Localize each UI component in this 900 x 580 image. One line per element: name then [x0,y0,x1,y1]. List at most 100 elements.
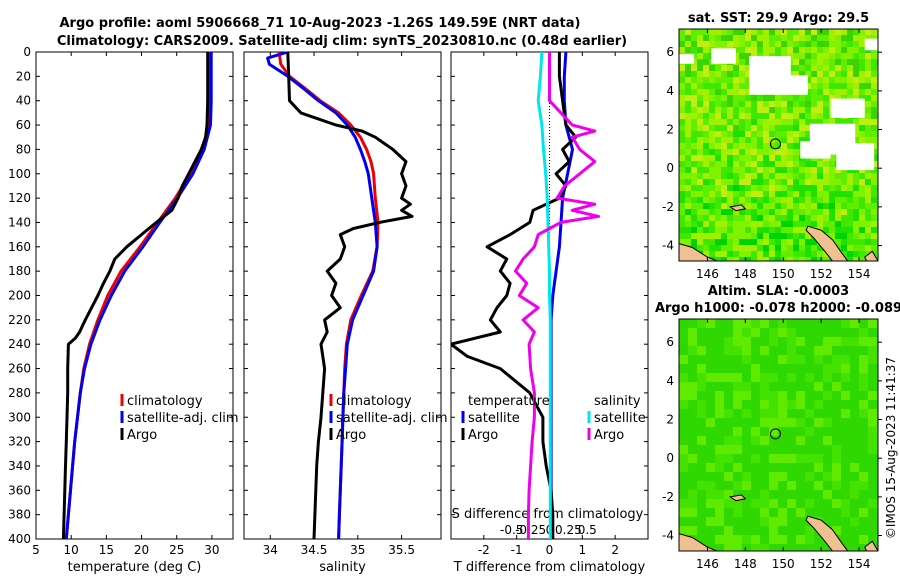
map-pixel [679,364,688,373]
map-pixel [871,227,877,233]
map-pixel [751,481,760,490]
xtick-label-difference: 2 [611,543,619,557]
map-pixel [778,319,787,328]
map-pixel [703,95,709,101]
map-pixel [733,71,739,77]
xtick-label-salinity: 34.5 [301,543,328,557]
map-pixel [697,526,706,535]
map-pixel [799,203,805,209]
depth-tick-label: 20 [16,69,31,83]
depth-tick-label: 280 [8,386,31,400]
map-pixel [769,149,775,155]
map-pixel [805,508,814,517]
map-pixel [805,119,811,125]
map-pixel [733,445,742,454]
map-pixel [859,472,868,481]
argo-position-marker [769,428,781,440]
map-pixel [751,221,757,227]
land-manus [728,494,747,502]
map-pixel [769,427,778,436]
map-pixel [715,185,721,191]
map-pixel [823,65,829,71]
map-pixel [841,221,847,227]
map-pixel [739,233,745,239]
map-pixel [757,239,763,245]
map-pixel [727,29,733,35]
map-pixel [787,454,796,463]
map-pixel [769,29,775,35]
map-pixel [715,257,721,261]
map-pixel [787,203,793,209]
map-pixel [691,65,697,71]
legend-label: climatology [336,394,412,409]
map-pixel [829,47,835,53]
map-pixel [811,29,817,35]
map-pixel [859,137,865,143]
map-pixel [799,179,805,185]
map-pixel [823,257,829,261]
map-pixel [745,203,751,209]
map-pixel [703,47,709,53]
map-pixel [835,83,841,89]
map-pixel [763,203,769,209]
map-pixel [823,41,829,47]
map-pixel [715,77,721,83]
map-pixel [871,29,877,35]
map-pixel [679,508,688,517]
map-pixel [724,454,733,463]
map-pixel [835,59,841,65]
map-pixel [778,418,787,427]
map-pixel [745,143,751,149]
map-pixel [841,436,850,445]
map-pixel [796,490,805,499]
map-pixel [742,373,751,382]
map-pixel [679,454,688,463]
map-pixel [778,346,787,355]
map-pixel [721,257,727,261]
map-pixel [805,535,814,544]
map-pixel [733,427,742,436]
map-pixel [739,59,745,65]
map-pixel [757,149,763,155]
map-pixel [787,29,793,35]
map-pixel [733,499,742,508]
map-pixel [814,490,823,499]
map-pixel [769,508,778,517]
map-pixel [760,535,769,544]
map-pixel [715,517,724,526]
map-pixel [769,526,778,535]
map-pixel [796,364,805,373]
map-pixel [829,185,835,191]
map-pixel [706,364,715,373]
map-pixel [715,400,724,409]
map-pixel [769,155,775,161]
map-pixel [859,490,868,499]
map-pixel [733,239,739,245]
map-pixel [706,373,715,382]
map-pixel [697,221,703,227]
map-pixel [775,251,781,257]
map-pixel [703,65,709,71]
map-pixel [760,355,769,364]
map-pixel [811,53,817,59]
map-pixel [715,427,724,436]
argo-position-marker [769,138,781,150]
map-pixel [733,125,739,131]
map-pixel [769,400,778,409]
map-pixel [859,221,865,227]
map-pixel [763,95,769,101]
map-pixel [769,191,775,197]
map-pixel [757,251,763,257]
map-pixel [823,161,829,167]
map-pixel [733,215,739,221]
map-pixel [811,35,817,41]
map-pixel [799,35,805,41]
map-pixel [679,149,685,155]
map-pixel [805,221,811,227]
map-pixel [679,185,685,191]
map-pixel [733,89,739,95]
map-pixel [751,47,757,53]
map-pixel [733,65,739,71]
map-pixel [841,445,850,454]
